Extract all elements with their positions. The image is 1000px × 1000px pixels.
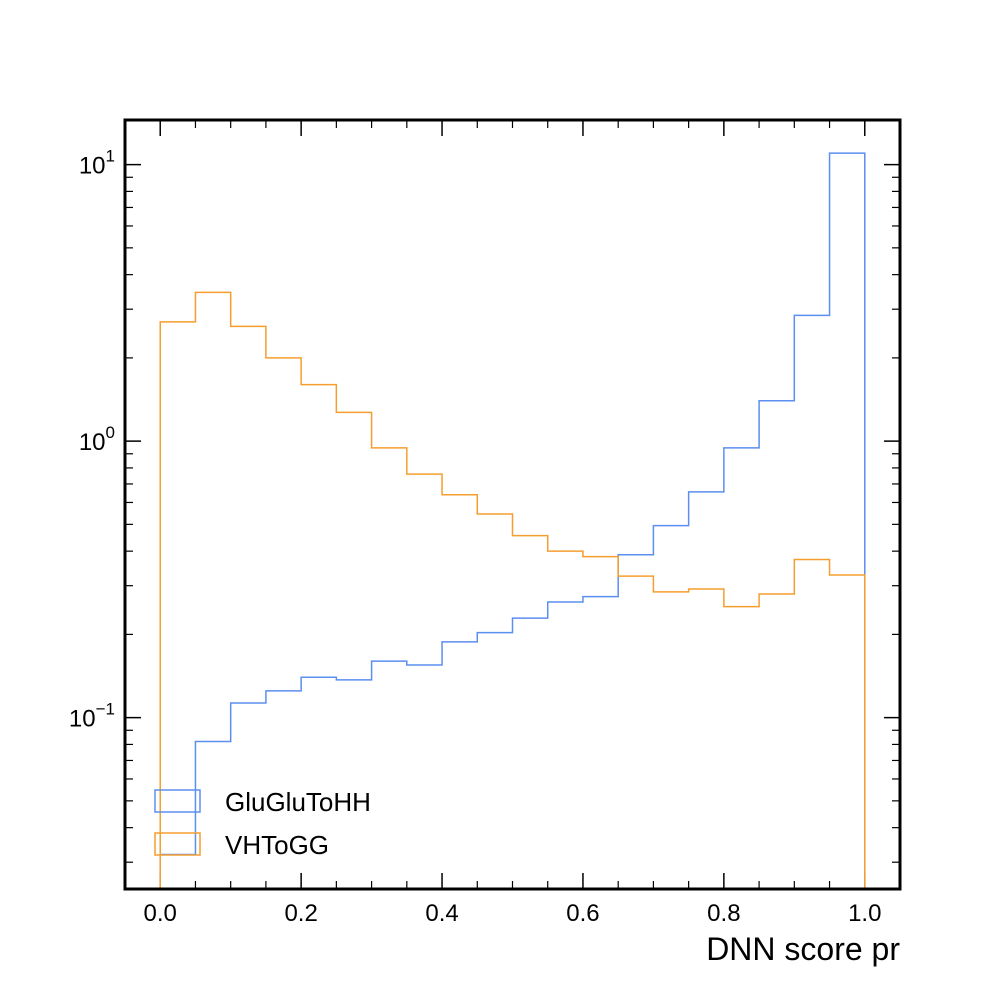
x-tick-label: 0.6 (566, 900, 599, 927)
y-tick-label: 100 (79, 423, 115, 456)
legend-label: GluGluToHH (225, 787, 371, 817)
series-gluglutohh-step (159, 152, 866, 889)
plot-frame (123, 118, 902, 891)
major-ticks (125, 120, 900, 889)
x-tick-label: 0.0 (144, 900, 177, 927)
series-vhtogg-step (159, 291, 866, 889)
x-tick-label: 0.4 (425, 900, 458, 927)
minor-ticks (124, 120, 901, 889)
x-tick-label: 0.8 (707, 900, 740, 927)
x-axis-label: DNN score pr (706, 931, 900, 967)
y-tick-label: 101 (79, 147, 115, 180)
legend-label: VHToGG (225, 830, 329, 860)
legend-swatch (154, 789, 201, 813)
x-tick-labels: 0.0 0.2 0.4 0.6 0.8 1.0 (144, 900, 882, 927)
legend-swatch (154, 832, 201, 856)
series-layer (159, 152, 866, 889)
y-tick-labels: 10−1 100 101 (69, 147, 115, 733)
legend: GluGluToHH VHToGG (154, 787, 371, 860)
x-tick-label: 1.0 (848, 900, 881, 927)
x-tick-label: 0.2 (284, 900, 317, 927)
y-tick-label: 10−1 (69, 700, 115, 733)
